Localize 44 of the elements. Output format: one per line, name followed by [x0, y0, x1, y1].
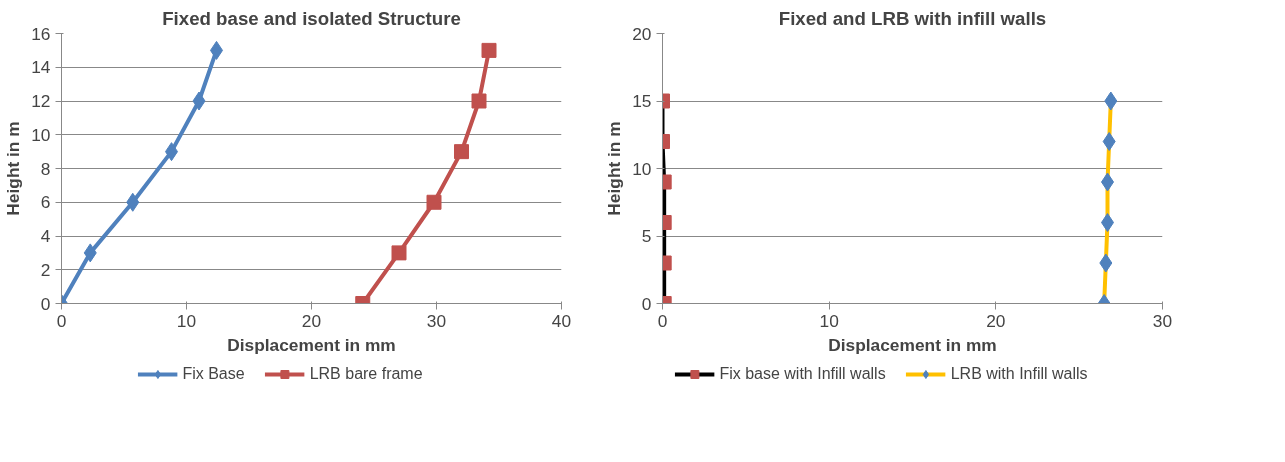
chart-title: Fixed and LRB with infill walls	[778, 7, 1047, 29]
point	[1104, 91, 1118, 111]
x-tick-label: 20	[301, 310, 322, 331]
y-tick-label: 12	[31, 91, 51, 111]
y-tick-label: 0	[641, 293, 652, 314]
y-tick-label: 15	[632, 91, 652, 111]
point	[1099, 253, 1113, 273]
chart-title: Fixed base and isolated Structure	[162, 7, 461, 29]
y-tick-label: 14	[31, 57, 51, 78]
x-tick-label: 10	[819, 310, 839, 331]
point	[192, 91, 206, 111]
point	[481, 42, 497, 58]
x-tick-label: 0	[56, 310, 67, 331]
y-tick-label: 2	[40, 259, 51, 280]
y-tick-label: 8	[40, 158, 51, 179]
y-tick-label: 16	[31, 23, 51, 44]
legend-label: Fix Base	[182, 365, 245, 383]
point	[1102, 132, 1116, 151]
y-tick-label: 10	[632, 158, 652, 179]
x-tick-label: 20	[986, 310, 1006, 331]
x-axis-title: Displacement in mm	[227, 334, 396, 355]
point	[426, 194, 442, 210]
legend-label: Fix base with Infill walls	[719, 365, 886, 383]
point	[471, 93, 487, 109]
x-tick-label: 30	[426, 310, 447, 331]
y-tick-label: 10	[31, 124, 51, 145]
x-tick-label: 30	[1152, 310, 1173, 331]
y-tick-label: 5	[641, 226, 652, 246]
point	[126, 192, 140, 212]
y-tick-label: 0	[40, 293, 51, 314]
x-tick-label: 10	[176, 310, 197, 331]
y-axis-title: Height in m	[604, 121, 625, 216]
x-tick-label: 0	[657, 310, 668, 331]
point	[454, 144, 469, 160]
y-tick-label: 4	[40, 226, 51, 246]
point	[83, 243, 97, 263]
point	[391, 245, 407, 261]
y-axis-title: Height in m	[3, 121, 24, 216]
y-tick-label: 6	[40, 192, 51, 213]
legend-label: LRB bare frame	[309, 365, 423, 383]
y-tick-label: 20	[632, 23, 652, 44]
x-axis-title: Displacement in mm	[828, 334, 997, 355]
x-tick-label: 40	[551, 310, 572, 331]
legend-label: LRB with Infill walls	[950, 365, 1088, 383]
